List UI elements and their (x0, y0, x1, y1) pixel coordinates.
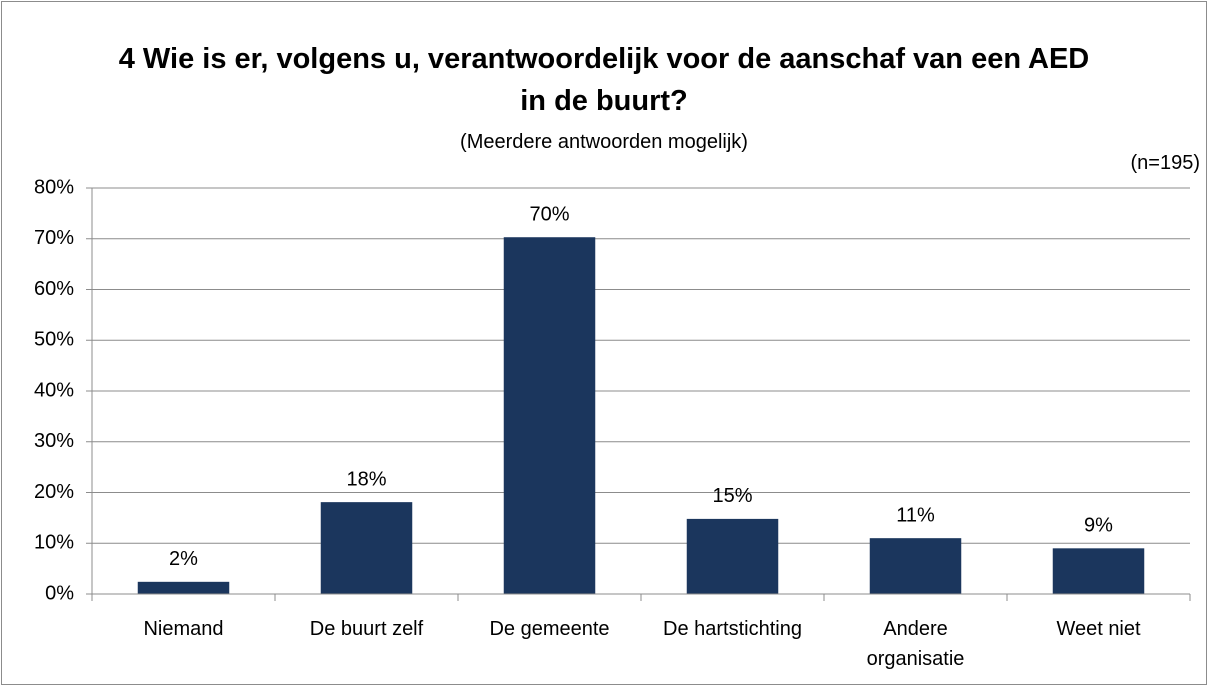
y-tick-label: 30% (34, 430, 74, 452)
x-tick-label: Andere organisatie (866, 618, 965, 670)
chart-title: 4 Wie is er, volgens u, verantwoordelijk… (118, 43, 1090, 117)
bar (686, 518, 779, 594)
data-label: 70% (529, 204, 569, 226)
data-label: 2% (169, 548, 198, 570)
bar (869, 538, 962, 594)
y-tick-label: 60% (34, 278, 74, 300)
x-tick-label: Niemand (143, 618, 224, 640)
x-tick-label: De gemeente (489, 618, 610, 640)
bar (503, 237, 596, 595)
x-tick-label: De buurt zelf (309, 618, 424, 640)
data-label: 11% (896, 504, 935, 526)
data-label: 18% (346, 468, 386, 490)
bar (320, 502, 413, 594)
x-tick-label: Weet niet (1056, 618, 1141, 640)
sample-size: (n=195) (1130, 152, 1201, 174)
y-tick-label: 10% (34, 532, 74, 554)
y-tick-label: 0% (45, 582, 74, 604)
chart-subtitle: (Meerdere antwoorden mogelijk) (460, 131, 748, 153)
bar (1052, 548, 1145, 594)
bar (137, 581, 230, 594)
y-tick-label: 80% (34, 176, 74, 198)
x-tick-label: De hartstichting (663, 618, 802, 640)
data-label: 15% (712, 485, 752, 507)
y-tick-label: 20% (34, 481, 74, 503)
y-tick-label: 40% (34, 379, 74, 401)
y-tick-label: 70% (34, 227, 74, 249)
y-tick-label: 50% (34, 329, 74, 351)
data-label: 9% (1084, 515, 1113, 537)
